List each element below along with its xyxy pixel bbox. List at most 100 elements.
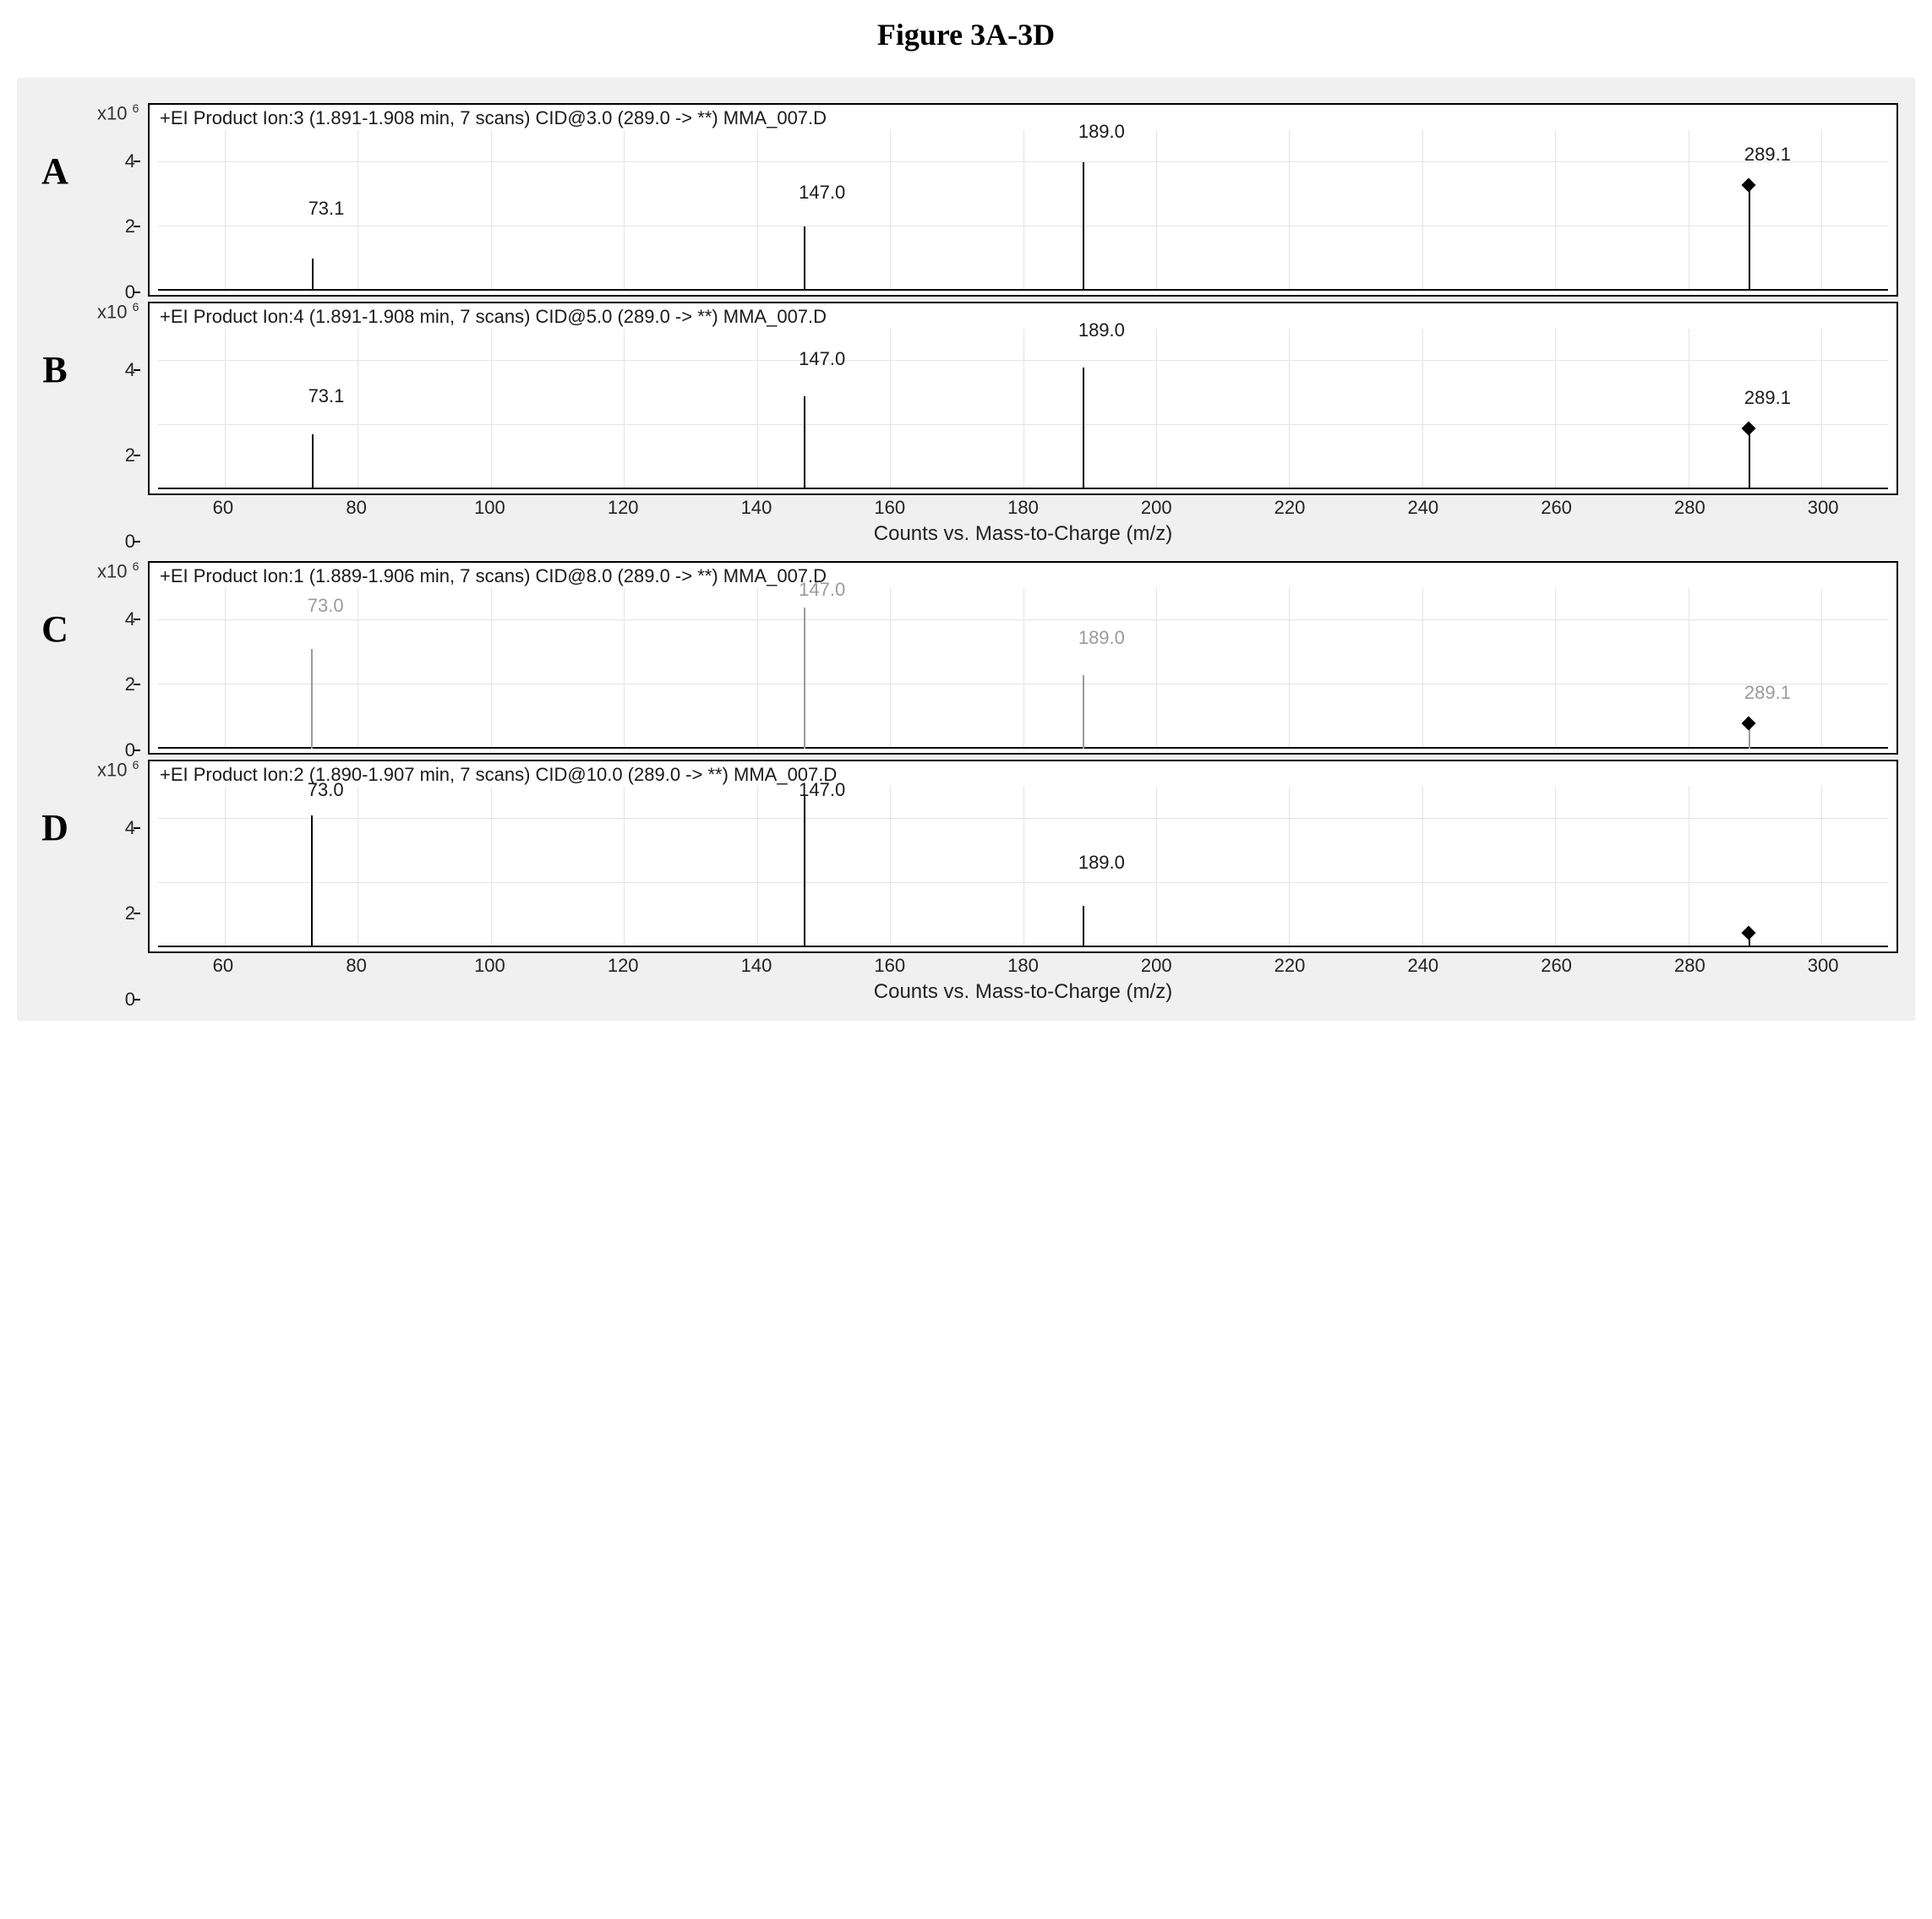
y-tick-label: 2 — [89, 673, 135, 695]
gridline-vertical — [225, 130, 226, 291]
gridline-vertical — [1422, 588, 1423, 749]
x-tick-label: 260 — [1541, 955, 1572, 977]
x-tick-label: 140 — [741, 497, 772, 519]
gridline-vertical — [757, 787, 758, 947]
spectrum-peak — [1083, 162, 1084, 291]
x-tick-label: 180 — [1007, 955, 1039, 977]
gridline-vertical — [1156, 130, 1157, 291]
x-axis: 6080100120140160180200220240260280300 — [148, 495, 1898, 521]
gridline-vertical — [890, 787, 891, 947]
peak-label: 289.1 — [1744, 144, 1791, 166]
panel-letter: B — [34, 348, 76, 391]
spectrum-peak — [804, 226, 805, 291]
chart-title: +EI Product Ion:4 (1.891-1.908 min, 7 sc… — [160, 306, 827, 328]
gridline-vertical — [1821, 329, 1822, 489]
peak-label: 289.1 — [1744, 387, 1791, 409]
x-tick-label: 140 — [741, 955, 772, 977]
gridline-vertical — [491, 329, 492, 489]
spectrum-peak — [1749, 185, 1750, 291]
x-tick-label: 80 — [346, 497, 366, 519]
panel-area: Ax10 6024+EI Product Ion:3 (1.891-1.908 … — [17, 78, 1915, 1021]
y-tick-label: 4 — [89, 150, 135, 172]
panel-row: Ax10 6024+EI Product Ion:3 (1.891-1.908 … — [34, 103, 1898, 297]
gridline-vertical — [624, 329, 625, 489]
gridline-vertical — [357, 588, 358, 749]
gridline-vertical — [624, 787, 625, 947]
gridline-vertical — [225, 588, 226, 749]
spectrum-peak — [1083, 675, 1084, 749]
plot-region: 73.1147.0189.0289.1 — [158, 329, 1888, 489]
plot-region: 73.0147.0189.0289.1 — [158, 588, 1888, 749]
spectrum-peak — [1749, 428, 1750, 489]
gridline-vertical — [225, 787, 226, 947]
gridline-vertical — [1555, 130, 1556, 291]
x-axis-title: Counts vs. Mass-to-Charge (m/z) — [148, 522, 1898, 546]
y-axis-exponent-base: x10 — [97, 102, 133, 123]
peak-label: 73.1 — [308, 385, 345, 407]
gridline-vertical — [1156, 588, 1157, 749]
peak-label: 147.0 — [799, 579, 845, 601]
gridline-vertical — [1555, 787, 1556, 947]
gridline-vertical — [1023, 329, 1024, 489]
plot-region: 73.1147.0189.0289.1 — [158, 130, 1888, 291]
gridline-vertical — [1156, 787, 1157, 947]
x-tick-label: 60 — [213, 955, 233, 977]
gridline-vertical — [491, 588, 492, 749]
precursor-marker-icon — [1742, 716, 1756, 730]
precursor-marker-icon — [1742, 177, 1756, 192]
spectrum-peak — [1083, 906, 1084, 947]
baseline — [158, 946, 1888, 947]
gridline-vertical — [225, 329, 226, 489]
peak-label: 147.0 — [799, 348, 845, 370]
x-tick-label: 100 — [474, 497, 505, 519]
y-axis-exponent-sup: 6 — [133, 300, 139, 313]
spectrum-peak — [804, 796, 805, 947]
gridline-vertical — [757, 329, 758, 489]
y-axis-exponent-sup: 6 — [133, 758, 139, 771]
y-tick-label: 2 — [89, 902, 135, 924]
x-tick-label: 80 — [346, 955, 366, 977]
baseline — [158, 747, 1888, 749]
spectrum-peak — [311, 649, 313, 749]
gridline-vertical — [624, 130, 625, 291]
gridline-vertical — [1422, 787, 1423, 947]
y-axis-exponent-sup: 6 — [133, 101, 139, 115]
gridline-horizontal — [158, 360, 1888, 361]
gridline-vertical — [890, 130, 891, 291]
peak-label: 147.0 — [799, 182, 845, 204]
y-tick-label: 4 — [89, 359, 135, 381]
panel-letter: A — [34, 150, 76, 193]
panel-body: x10 6024+EI Product Ion:1 (1.889-1.906 m… — [97, 561, 1898, 755]
panel-row: Cx10 6024+EI Product Ion:1 (1.889-1.906 … — [34, 561, 1898, 755]
gridline-vertical — [757, 588, 758, 749]
y-axis-exponent-base: x10 — [97, 759, 133, 780]
spectrum-peak — [1083, 368, 1084, 489]
peak-label: 189.0 — [1078, 627, 1125, 649]
peak-label: 147.0 — [799, 779, 845, 801]
gridline-vertical — [1821, 787, 1822, 947]
gridline-vertical — [1422, 329, 1423, 489]
panel-body: x10 6024+EI Product Ion:3 (1.891-1.908 m… — [97, 103, 1898, 297]
x-tick-label: 120 — [608, 955, 639, 977]
gridline-vertical — [1023, 787, 1024, 947]
panel-row: Bx10 6024+EI Product Ion:4 (1.891-1.908 … — [34, 302, 1898, 546]
baseline — [158, 289, 1888, 291]
gridline-vertical — [1422, 130, 1423, 291]
x-tick-label: 160 — [874, 497, 905, 519]
y-tick-label: 0 — [89, 989, 135, 1011]
peak-label: 189.0 — [1078, 121, 1125, 143]
mass-spectrum-chart: +EI Product Ion:2 (1.890-1.907 min, 7 sc… — [148, 760, 1898, 953]
panel-letter: D — [34, 806, 76, 849]
precursor-marker-icon — [1742, 421, 1756, 435]
x-axis: 6080100120140160180200220240260280300 — [148, 953, 1898, 979]
peak-label: 289.1 — [1744, 682, 1791, 704]
mass-spectrum-chart: +EI Product Ion:4 (1.891-1.908 min, 7 sc… — [148, 302, 1898, 495]
x-tick-label: 160 — [874, 955, 905, 977]
x-tick-label: 180 — [1007, 497, 1039, 519]
peak-label: 189.0 — [1078, 852, 1125, 874]
gridline-horizontal — [158, 424, 1888, 425]
gridline-horizontal — [158, 882, 1888, 883]
x-tick-label: 220 — [1274, 497, 1306, 519]
spectrum-peak — [804, 608, 805, 749]
spectrum-peak — [804, 396, 805, 489]
